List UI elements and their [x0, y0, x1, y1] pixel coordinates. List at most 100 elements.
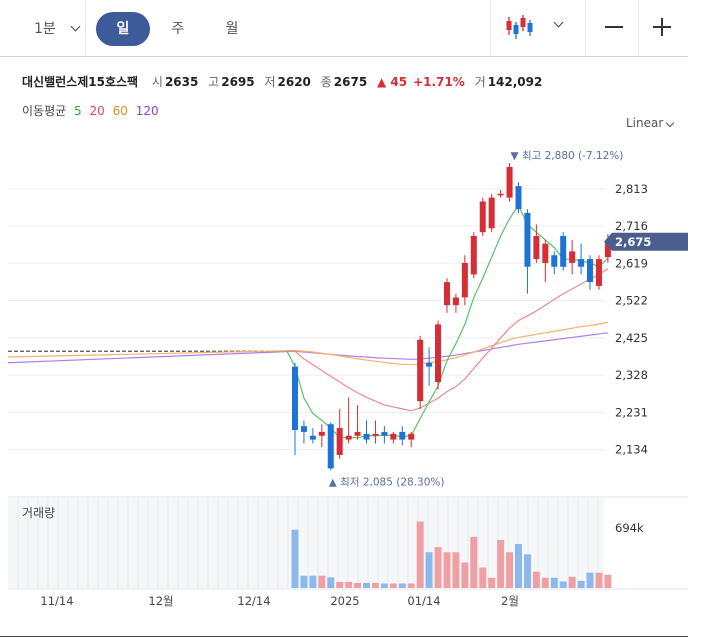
volume-bar — [398, 583, 406, 588]
open-value: 2635 — [164, 75, 199, 89]
candle-body — [399, 431, 406, 440]
candle-body — [569, 251, 576, 263]
candle-body — [542, 243, 549, 263]
volume-title: 거래량 — [22, 506, 56, 520]
candle-body — [587, 259, 594, 283]
low-label: 저 — [264, 75, 276, 89]
ma-20: 20 — [89, 104, 105, 118]
y-tick-label: 2,425 — [615, 331, 648, 345]
candle-body — [461, 262, 468, 298]
x-tick-label: 01/14 — [407, 594, 440, 608]
price-summary: 대신밸런스제15호스팩 시 2635 고 2695 저 2620 종 2675 ▲ 45… — [22, 73, 548, 90]
volume-bar — [470, 536, 478, 588]
divider — [638, 0, 639, 56]
candle-body — [515, 186, 522, 210]
candle-body — [309, 435, 316, 440]
volume-bar — [497, 539, 505, 588]
volume-bar — [577, 580, 585, 588]
volume-max-label: 694k — [615, 521, 644, 535]
candle-body — [506, 166, 513, 198]
y-tick-label: 2,522 — [615, 294, 648, 308]
zoom-out-icon[interactable] — [605, 26, 623, 28]
max-price-label: ▼ 최고 2,880 (-7.12%) — [511, 150, 624, 162]
chart-toolbar: 1분 일 주 월 — [0, 0, 688, 57]
chart-type-button[interactable] — [505, 14, 535, 40]
volume-bar — [380, 583, 388, 588]
moving-average-legend[interactable]: 이동평균 5 20 60 120 — [22, 102, 163, 119]
divider — [0, 636, 688, 637]
ma-line-ma120 — [7, 332, 608, 364]
candle-body — [479, 201, 486, 233]
volume-bar — [434, 547, 442, 588]
high-label: 고 — [208, 75, 220, 89]
y-tick-label: 2,619 — [615, 256, 648, 270]
volume-bar — [506, 552, 514, 588]
ma-legend-label: 이동평균 — [22, 104, 67, 118]
volume-bar — [488, 577, 496, 588]
volume-bar — [416, 521, 424, 588]
volume-bar — [604, 574, 612, 588]
volume-label: 거 — [474, 75, 486, 89]
candle-body — [551, 255, 558, 267]
volume-bar — [345, 581, 353, 588]
stock-name: 대신밸런스제15호스팩 — [22, 75, 139, 89]
y-tick-label: 2,716 — [615, 219, 648, 233]
x-tick-label: 2025 — [330, 594, 359, 608]
volume-bar — [363, 582, 371, 588]
min-price-label: ▲ 최저 2,085 (28.30%) — [329, 476, 445, 488]
candle-body — [604, 241, 611, 258]
divider — [85, 0, 86, 56]
volume-bar — [407, 583, 415, 588]
volume-bar — [318, 575, 326, 588]
candle-body — [524, 212, 531, 267]
volume-bar — [550, 577, 558, 588]
candle-body — [497, 193, 504, 196]
volume-bar — [532, 571, 540, 588]
minute-period-select[interactable]: 1분 — [34, 12, 86, 46]
tab-day[interactable]: 일 — [96, 12, 150, 46]
volume-value: 142,092 — [487, 75, 543, 89]
candle-body — [578, 259, 585, 267]
candle-body — [470, 236, 477, 275]
divider — [490, 0, 491, 56]
volume-bar — [586, 572, 594, 588]
volume-bar — [336, 581, 344, 588]
x-tick-label: 12/14 — [237, 594, 270, 608]
volume-bar — [327, 577, 335, 588]
low-value: 2620 — [277, 75, 311, 89]
high-value: 2695 — [221, 75, 255, 89]
y-tick-label: 2,328 — [615, 368, 648, 382]
ma-line-ma5 — [286, 204, 609, 439]
tab-month[interactable]: 월 — [225, 21, 239, 37]
y-tick-label: 2,231 — [615, 405, 648, 419]
candle-body — [560, 236, 567, 267]
scale-select[interactable]: Linear — [626, 116, 664, 130]
volume-bar — [291, 529, 299, 588]
divider — [585, 0, 586, 56]
volume-bar — [452, 552, 460, 588]
volume-bar — [443, 552, 451, 588]
candle-body — [372, 433, 379, 436]
ma-line-ma20 — [287, 268, 609, 412]
zoom-in-icon[interactable] — [653, 18, 671, 36]
candle-body — [345, 435, 352, 440]
y-tick-label: 2,813 — [615, 182, 648, 196]
candle-body — [336, 428, 343, 455]
volume-bar — [515, 544, 522, 588]
volume-panel — [8, 498, 604, 588]
volume-bar — [300, 575, 308, 588]
candle-body — [488, 197, 495, 229]
volume-bar — [309, 575, 317, 588]
tab-week[interactable]: 주 — [171, 21, 185, 37]
candle-body — [435, 324, 442, 382]
close-value: 2675 — [333, 75, 368, 89]
change-value: ▲ 45 — [377, 75, 408, 89]
volume-bar — [479, 567, 487, 588]
candle-body — [408, 433, 415, 440]
volume-bar — [461, 562, 469, 588]
candle-body — [595, 259, 602, 286]
candle-body — [417, 339, 424, 402]
y-tick-label: 2,134 — [615, 443, 648, 457]
x-tick-label: 12월 — [148, 594, 173, 608]
